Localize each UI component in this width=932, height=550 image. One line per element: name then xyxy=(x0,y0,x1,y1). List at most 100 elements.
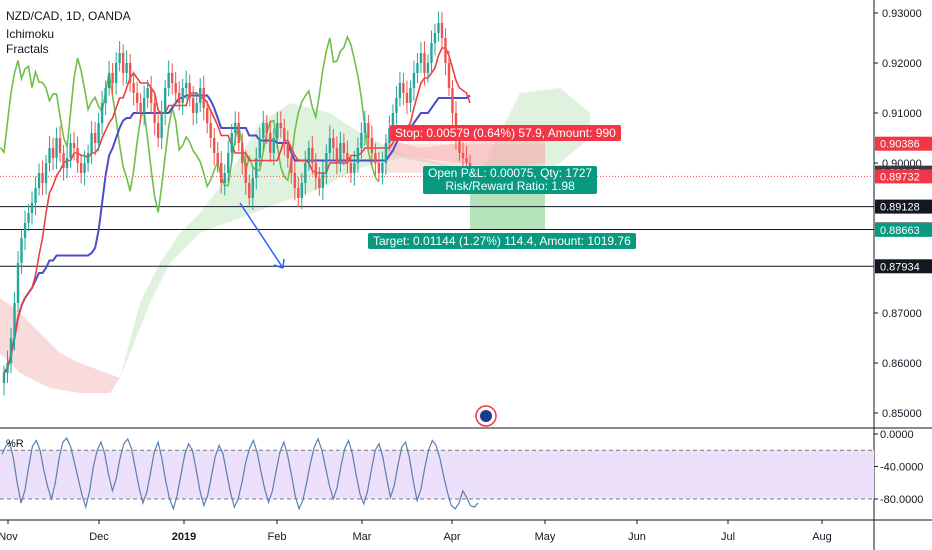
candle-body-15 xyxy=(55,138,58,158)
x-tick-0: Nov xyxy=(0,531,18,543)
candle-body-116 xyxy=(409,88,412,103)
candle-body-55 xyxy=(195,103,198,113)
candle-body-18 xyxy=(65,158,69,168)
x-tick-9: Aug xyxy=(812,531,832,543)
candle-body-83 xyxy=(293,173,297,188)
candle-body-38 xyxy=(135,93,139,103)
candle-body-43 xyxy=(153,103,156,123)
candle-body-65 xyxy=(230,133,233,153)
candle-body-0 xyxy=(2,373,6,383)
candle-body-111 xyxy=(391,113,395,128)
candle-body-31 xyxy=(111,73,114,83)
candle-body-108 xyxy=(381,163,384,173)
candle-body-85 xyxy=(300,183,304,198)
candle-body-35 xyxy=(125,63,128,73)
candle-body-79 xyxy=(279,123,282,128)
x-tick-7: Jun xyxy=(628,531,646,543)
candle-body-1 xyxy=(6,363,9,373)
candle-body-64 xyxy=(227,153,230,173)
candle-body-47 xyxy=(167,73,170,88)
price-tag-5: 0.88663 xyxy=(880,225,920,237)
candle-body-59 xyxy=(209,123,212,138)
candle-body-115 xyxy=(405,93,409,103)
x-tick-5: Apr xyxy=(443,531,460,543)
candle-body-6 xyxy=(23,223,27,238)
candle-body-50 xyxy=(177,93,181,103)
price-tag-bg-2 xyxy=(875,169,932,184)
candle-body-49 xyxy=(174,83,177,93)
candle-body-126 xyxy=(444,38,447,63)
price-pane xyxy=(0,0,874,428)
candle-body-9 xyxy=(34,188,37,203)
price-tag-0: 0.90386 xyxy=(880,139,920,151)
candle-body-77 xyxy=(272,138,275,153)
event-flag-icon-inner xyxy=(480,410,492,422)
candle-body-100 xyxy=(353,163,356,173)
candle-body-41 xyxy=(146,88,149,98)
candle-body-96 xyxy=(339,143,342,163)
candle-body-107 xyxy=(377,163,381,173)
rr-text: Risk/Reward Ratio: 1.98 xyxy=(445,179,575,193)
candles xyxy=(2,11,472,396)
candle-body-70 xyxy=(248,183,251,198)
candle-body-92 xyxy=(325,153,328,173)
pnl-label[interactable]: Open P&L: 0.00075, Qty: 1727 Risk/Reward… xyxy=(423,166,598,194)
x-tick-4: Mar xyxy=(353,531,372,543)
price-tag-6: 0.87934 xyxy=(880,261,920,273)
target-label[interactable]: Target: 0.01144 (1.27%) 114.4, Amount: 1… xyxy=(368,233,636,249)
candle-body-44 xyxy=(156,123,160,138)
candle-body-80 xyxy=(283,128,286,143)
candle-body-71 xyxy=(251,178,254,198)
candle-body-45 xyxy=(160,113,163,138)
candle-body-98 xyxy=(346,153,349,163)
candle-body-51 xyxy=(181,88,184,103)
candle-body-30 xyxy=(107,73,111,88)
candle-body-37 xyxy=(132,83,135,93)
wr-tick-2: -80.0000 xyxy=(880,494,923,506)
price-tag-bg-5 xyxy=(875,222,932,237)
trend-arrow-head xyxy=(273,258,285,269)
legend-fractals[interactable]: Fractals xyxy=(6,42,49,56)
candle-body-66 xyxy=(234,123,237,133)
y-tick-4: 0.87000 xyxy=(882,308,922,320)
candle-body-113 xyxy=(398,83,402,98)
candle-body-7 xyxy=(27,213,30,223)
candle-body-26 xyxy=(93,133,97,143)
candle-body-63 xyxy=(223,173,226,183)
candle-body-36 xyxy=(128,63,132,83)
candle-body-54 xyxy=(192,98,195,113)
candle-body-102 xyxy=(360,133,363,148)
candle-body-74 xyxy=(262,123,265,138)
kumo-cloud-red-2 xyxy=(385,138,545,168)
legend-ichimoku[interactable]: Ichimoku xyxy=(6,27,55,41)
candle-body-93 xyxy=(328,138,332,153)
y-tick-5: 0.86000 xyxy=(882,358,922,370)
candle-body-104 xyxy=(367,123,370,138)
price-tag-bg-6 xyxy=(875,259,932,274)
candle-body-34 xyxy=(121,53,125,73)
candle-body-88 xyxy=(311,148,314,163)
candle-body-22 xyxy=(79,163,83,173)
price-tag-2: 0.89732 xyxy=(880,171,920,183)
x-tick-1: Dec xyxy=(89,531,109,543)
candle-body-62 xyxy=(220,163,223,183)
stop-label[interactable]: Stop: 0.00579 (0.64%) 57.9, Amount: 990 xyxy=(390,125,621,141)
candle-body-17 xyxy=(62,153,65,168)
candle-body-4 xyxy=(16,263,20,303)
chikou-span xyxy=(0,34,380,213)
legend-symbol: NZD/CAD, 1D, OANDA xyxy=(6,9,131,23)
candle-body-73 xyxy=(258,138,261,158)
candle-body-32 xyxy=(114,63,118,83)
candle-body-86 xyxy=(304,163,307,183)
candle-body-29 xyxy=(104,88,107,103)
price-tag-bg-3 xyxy=(875,199,932,214)
trend-arrow xyxy=(239,202,284,269)
candle-body-13 xyxy=(48,148,51,163)
candle-body-101 xyxy=(356,148,360,163)
y-tick-0: 0.93000 xyxy=(882,8,922,20)
candle-body-118 xyxy=(416,63,419,73)
x-tick-3: Feb xyxy=(268,531,287,543)
price-tag-bg-0 xyxy=(875,136,932,151)
tenkan-sen xyxy=(3,47,471,374)
